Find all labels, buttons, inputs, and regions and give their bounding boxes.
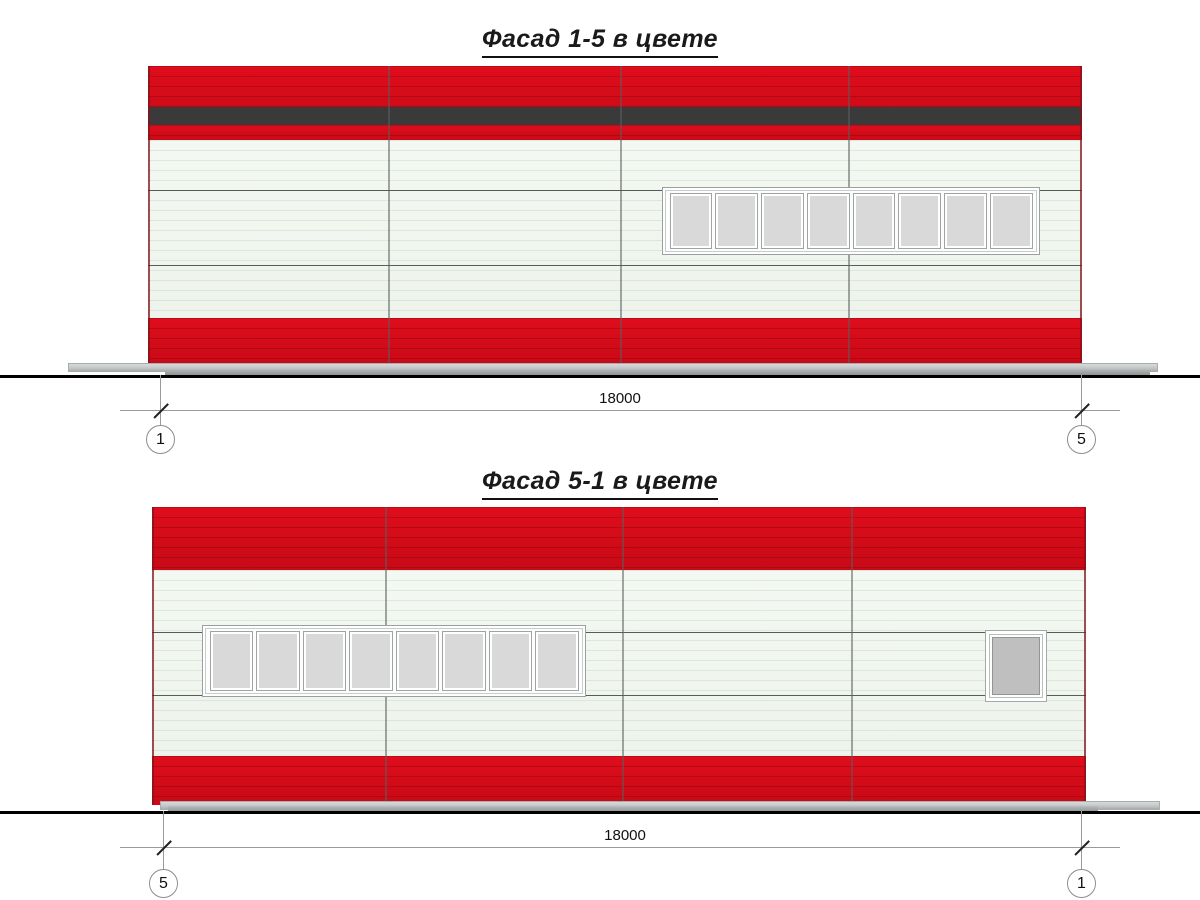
window-pane[interactable] <box>898 193 941 249</box>
facade-1-axis-marker-left[interactable]: 1 <box>146 425 175 454</box>
facade-1-parapet-dark-stripe <box>148 107 1082 125</box>
facade-2-panel-joint-h1 <box>152 632 1086 633</box>
facade-2-ext-line-right <box>1081 811 1082 873</box>
facade-1-ext-line-right <box>1081 375 1082 435</box>
facade-2-door-leaf <box>992 637 1040 695</box>
window-pane[interactable] <box>989 193 1033 249</box>
facade-1-title: Фасад 1-5 в цвете <box>0 25 1200 58</box>
facade-1-edge-right <box>1080 66 1082 367</box>
facade-2-dimension-line <box>120 847 1120 848</box>
window-pane[interactable] <box>669 193 713 249</box>
facade-1-bay-joint-2 <box>620 66 622 367</box>
facade-2-apron <box>168 806 1098 812</box>
window-pane[interactable] <box>256 631 300 691</box>
facade-1-ext-line-left <box>160 375 161 435</box>
facade-2-bay-joint-2 <box>622 507 624 805</box>
facade-1-title-text: Фасад 1-5 в цвете <box>482 25 718 58</box>
facade-1-bay-joint-1 <box>388 66 390 367</box>
facade-2-edge-right <box>1084 507 1086 805</box>
facade-2-bay-joint-3 <box>851 507 853 805</box>
facade-1-ground-line <box>0 375 1200 378</box>
window-pane[interactable] <box>349 631 393 691</box>
facade-2-title-text: Фасад 5-1 в цвете <box>482 467 718 500</box>
window-pane[interactable] <box>852 193 896 249</box>
window-pane[interactable] <box>395 631 439 691</box>
window-pane[interactable] <box>302 631 346 691</box>
window-pane[interactable] <box>209 631 253 691</box>
facade-1-wall-red-base <box>148 318 1082 367</box>
window-pane[interactable] <box>442 631 486 691</box>
facade-2-edge-left <box>152 507 154 805</box>
facade-1-apron <box>165 369 1150 375</box>
facade-2-panel-joint-h2 <box>152 695 1086 696</box>
facade-1-elevation <box>148 66 1082 367</box>
facade-2-door[interactable] <box>985 630 1047 702</box>
facade-2-axis-marker-left[interactable]: 5 <box>149 869 178 898</box>
window-pane[interactable] <box>715 193 758 249</box>
window-pane[interactable] <box>535 631 579 691</box>
facade-2-axis-marker-right[interactable]: 1 <box>1067 869 1096 898</box>
facade-1-parapet-red-lower <box>148 125 1082 140</box>
facade-2-ribbon-window[interactable] <box>202 625 586 697</box>
facade-2-ext-line-left <box>163 811 164 873</box>
window-pane[interactable] <box>761 193 804 249</box>
window-pane[interactable] <box>944 193 987 249</box>
facade-1-edge-left <box>148 66 150 367</box>
facade-2-dimension-text: 18000 <box>604 827 646 844</box>
facade-1-panel-joint-h1 <box>148 190 1082 191</box>
facade-2-title: Фасад 5-1 в цвете <box>0 467 1200 500</box>
facade-2-wall-red-base <box>152 756 1086 805</box>
facade-1-dimension-text: 18000 <box>599 390 641 407</box>
facade-1-panel-joint-h2 <box>148 265 1082 266</box>
facade-2-wall-red-top <box>152 507 1086 570</box>
facade-1-ribbon-window[interactable] <box>662 187 1040 255</box>
window-pane[interactable] <box>806 193 850 249</box>
facade-2-ground-line <box>0 811 1200 814</box>
facade-2-elevation <box>152 507 1086 805</box>
facade-1-axis-marker-right[interactable]: 5 <box>1067 425 1096 454</box>
facade-1-dimension-line <box>120 410 1120 411</box>
window-pane[interactable] <box>488 631 532 691</box>
